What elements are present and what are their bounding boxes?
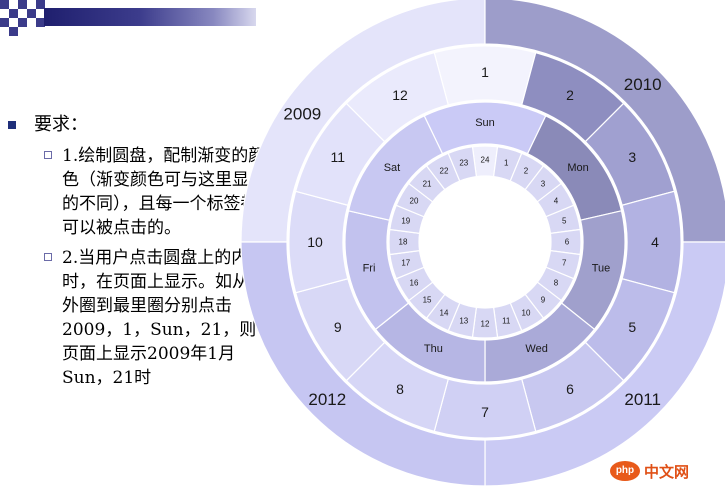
month-segment-12[interactable] [345, 51, 449, 143]
php-logo-badge: php [610, 461, 640, 481]
year-segment-2012[interactable] [240, 241, 486, 487]
hour-label-1[interactable]: 1 [504, 158, 509, 167]
requirements-text: 要求： 1.绘制圆盘，配制渐变的颜色（渐变颜色可与这里显示的不同），且每一个标签… [8, 112, 283, 390]
hour-label-23[interactable]: 23 [459, 158, 468, 167]
month-label-4[interactable]: 4 [651, 234, 659, 250]
hour-label-9[interactable]: 9 [541, 295, 546, 304]
hour-label-18[interactable]: 18 [399, 238, 408, 247]
hour-segment-23[interactable] [447, 146, 478, 182]
hour-label-6[interactable]: 6 [565, 238, 570, 247]
php-logo-text: 中文网 [644, 462, 690, 481]
hour-label-24[interactable]: 24 [481, 156, 490, 165]
requirement-item-1: 1.绘制圆盘，配制渐变的颜色（渐变颜色可与这里显示的不同），且每一个标签都是可以… [8, 144, 283, 240]
hour-label-15[interactable]: 15 [423, 295, 432, 304]
month-label-12[interactable]: 12 [392, 87, 408, 103]
hour-label-12[interactable]: 12 [481, 320, 490, 329]
month-label-2[interactable]: 2 [566, 87, 574, 103]
hollow-square-bullet-icon [44, 253, 52, 261]
day-label-Sat[interactable]: Sat [384, 162, 401, 174]
month-label-11[interactable]: 11 [331, 149, 346, 165]
hour-label-10[interactable]: 10 [522, 309, 531, 318]
month-label-8[interactable]: 8 [396, 381, 404, 397]
hour-label-20[interactable]: 20 [410, 197, 419, 206]
month-label-10[interactable]: 10 [307, 234, 323, 250]
day-label-Sun[interactable]: Sun [475, 117, 495, 129]
requirement-item-2: 2.当用户点击圆盘上的内容时，在页面上显示。如从最外圈到最里圈分别点击2009，… [8, 246, 283, 390]
hour-label-22[interactable]: 22 [440, 166, 449, 175]
month-label-5[interactable]: 5 [628, 319, 636, 335]
year-segment-2009[interactable] [240, 0, 486, 243]
php-cn-logo: php 中文网 [610, 458, 722, 484]
year-segment-2010[interactable] [484, 0, 725, 243]
hour-label-21[interactable]: 21 [423, 180, 432, 189]
hour-label-14[interactable]: 14 [440, 309, 449, 318]
year-label-2010[interactable]: 2010 [624, 75, 662, 94]
title-bar [44, 8, 256, 26]
hour-label-4[interactable]: 4 [554, 197, 559, 206]
square-bullet-icon [8, 121, 16, 129]
day-label-Fri[interactable]: Fri [363, 262, 376, 274]
month-label-6[interactable]: 6 [566, 381, 574, 397]
hour-label-17[interactable]: 17 [401, 259, 410, 268]
day-label-Tue[interactable]: Tue [592, 262, 611, 274]
hour-label-2[interactable]: 2 [524, 166, 529, 175]
hour-label-16[interactable]: 16 [410, 279, 419, 288]
month-label-7[interactable]: 7 [481, 404, 489, 420]
hour-label-8[interactable]: 8 [554, 279, 559, 288]
hour-label-7[interactable]: 7 [562, 259, 567, 268]
month-label-3[interactable]: 3 [628, 149, 636, 165]
day-label-Wed[interactable]: Wed [525, 343, 547, 355]
month-label-9[interactable]: 9 [334, 319, 342, 335]
hour-label-5[interactable]: 5 [562, 216, 567, 225]
hour-label-3[interactable]: 3 [541, 180, 546, 189]
wheel-center [420, 177, 550, 307]
year-label-2011[interactable]: 2011 [624, 390, 661, 409]
hour-label-13[interactable]: 13 [459, 317, 468, 326]
hour-label-19[interactable]: 19 [401, 216, 410, 225]
year-label-2009[interactable]: 2009 [283, 105, 321, 124]
year-label-2012[interactable]: 2012 [308, 390, 346, 409]
day-segment-Sat[interactable] [347, 115, 444, 221]
hour-label-11[interactable]: 11 [502, 317, 511, 326]
month-label-1[interactable]: 1 [481, 64, 489, 80]
requirements-heading: 要求： [8, 112, 283, 138]
hollow-square-bullet-icon [44, 151, 52, 159]
day-label-Mon[interactable]: Mon [567, 162, 588, 174]
day-label-Thu[interactable]: Thu [424, 343, 443, 355]
